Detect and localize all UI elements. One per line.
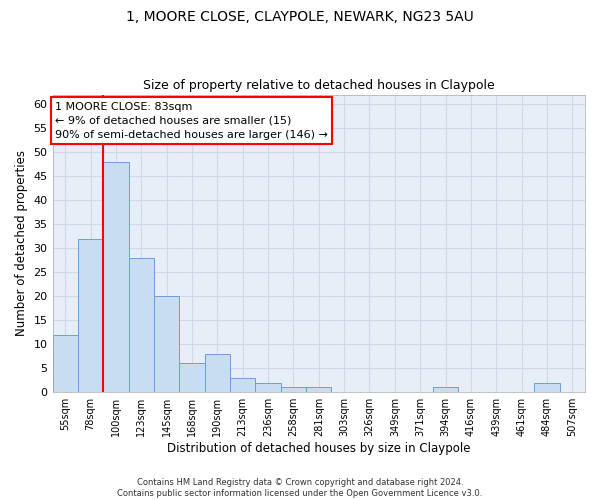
- Bar: [534, 382, 560, 392]
- Bar: [306, 388, 331, 392]
- Text: 1, MOORE CLOSE, CLAYPOLE, NEWARK, NG23 5AU: 1, MOORE CLOSE, CLAYPOLE, NEWARK, NG23 5…: [126, 10, 474, 24]
- X-axis label: Distribution of detached houses by size in Claypole: Distribution of detached houses by size …: [167, 442, 470, 455]
- Bar: [230, 378, 256, 392]
- Bar: [179, 364, 205, 392]
- Bar: [281, 388, 306, 392]
- Bar: [256, 382, 281, 392]
- Bar: [205, 354, 230, 392]
- Bar: [78, 238, 103, 392]
- Bar: [103, 162, 128, 392]
- Title: Size of property relative to detached houses in Claypole: Size of property relative to detached ho…: [143, 79, 494, 92]
- Bar: [128, 258, 154, 392]
- Text: Contains HM Land Registry data © Crown copyright and database right 2024.
Contai: Contains HM Land Registry data © Crown c…: [118, 478, 482, 498]
- Bar: [154, 296, 179, 392]
- Text: 1 MOORE CLOSE: 83sqm
← 9% of detached houses are smaller (15)
90% of semi-detach: 1 MOORE CLOSE: 83sqm ← 9% of detached ho…: [55, 102, 328, 140]
- Bar: [433, 388, 458, 392]
- Y-axis label: Number of detached properties: Number of detached properties: [15, 150, 28, 336]
- Bar: [53, 334, 78, 392]
